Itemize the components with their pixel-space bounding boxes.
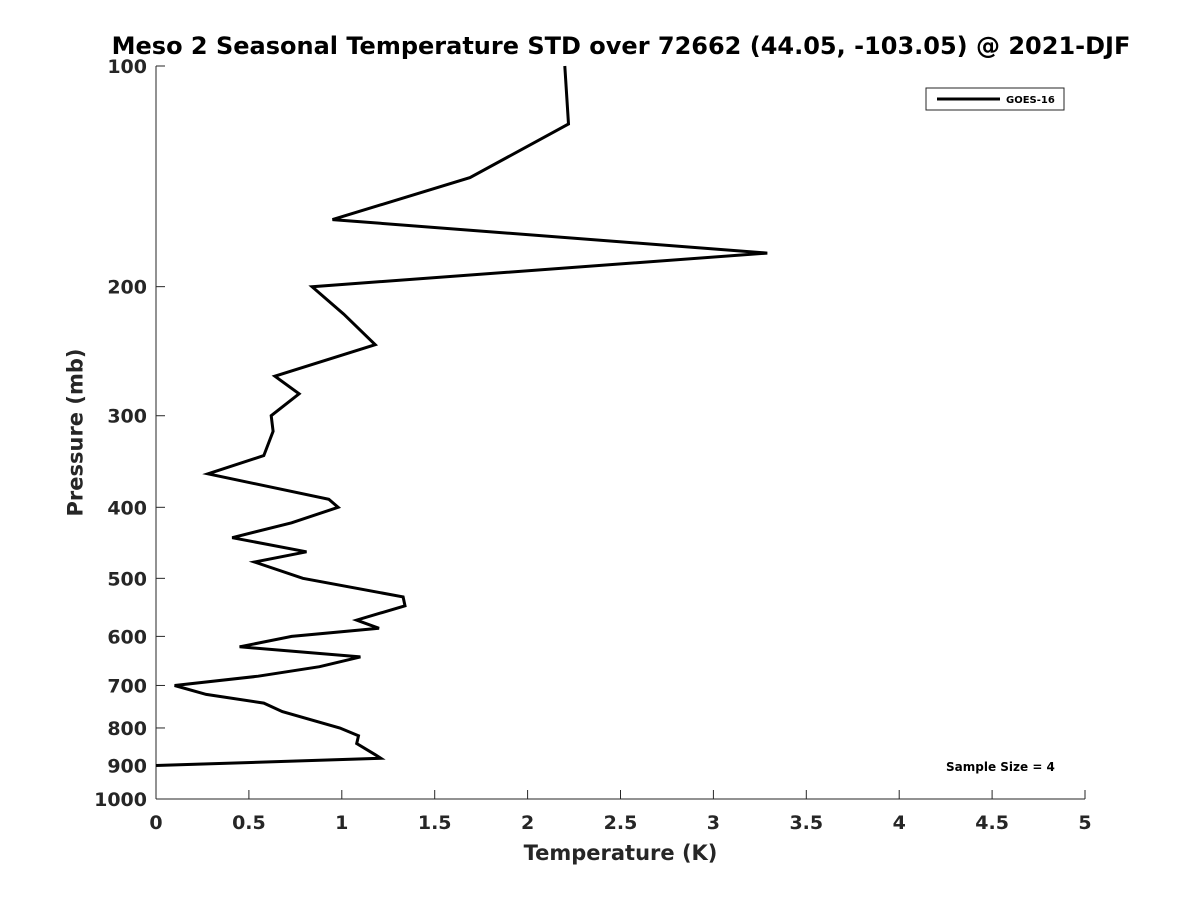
y-tick-label: 1000	[94, 789, 147, 811]
y-tick-label: 200	[107, 277, 147, 299]
legend-entry-goes-16: GOES-16	[1006, 95, 1055, 106]
x-tick-label: 2.5	[604, 812, 638, 834]
x-tick-label: 0.5	[232, 812, 266, 834]
x-axis-label: Temperature (K)	[524, 841, 718, 865]
plot-area: 0 0.5 1 1.5 2 2.5 3 3.5 4 4.5 5 100 200 300 400 500 600…	[94, 56, 1092, 834]
y-tick-label: 600	[107, 626, 147, 648]
x-tick-label: 1.5	[418, 812, 452, 834]
x-tick-label: 5	[1078, 812, 1091, 834]
y-tick-label: 800	[107, 718, 147, 740]
x-tick-label: 4	[893, 812, 906, 834]
y-axis-label: Pressure (mb)	[63, 349, 87, 517]
y-tick-label: 100	[107, 56, 147, 78]
y-axis-ticks: 100 200 300 400 500 600 700 800 900 1000	[94, 56, 165, 811]
legend: GOES-16	[925, 87, 1065, 111]
x-axis-ticks: 0 0.5 1 1.5 2 2.5 3 3.5 4 4.5 5	[149, 790, 1092, 834]
y-tick-label: 700	[107, 675, 147, 697]
y-tick-label: 400	[107, 497, 147, 519]
sample-size-annotation: Sample Size = 4	[946, 760, 1055, 774]
x-tick-label: 1	[335, 812, 348, 834]
chart-title: Meso 2 Seasonal Temperature STD over 726…	[112, 32, 1131, 60]
x-tick-label: 3.5	[789, 812, 823, 834]
x-tick-label: 2	[521, 812, 534, 834]
y-tick-label: 900	[107, 755, 147, 777]
y-tick-label: 500	[107, 568, 147, 590]
y-tick-label: 300	[107, 406, 147, 428]
series-layer	[155, 65, 768, 767]
x-tick-label: 4.5	[975, 812, 1009, 834]
x-tick-label: 0	[149, 812, 162, 834]
x-tick-label: 3	[707, 812, 720, 834]
series-line-goes-16	[155, 65, 768, 767]
